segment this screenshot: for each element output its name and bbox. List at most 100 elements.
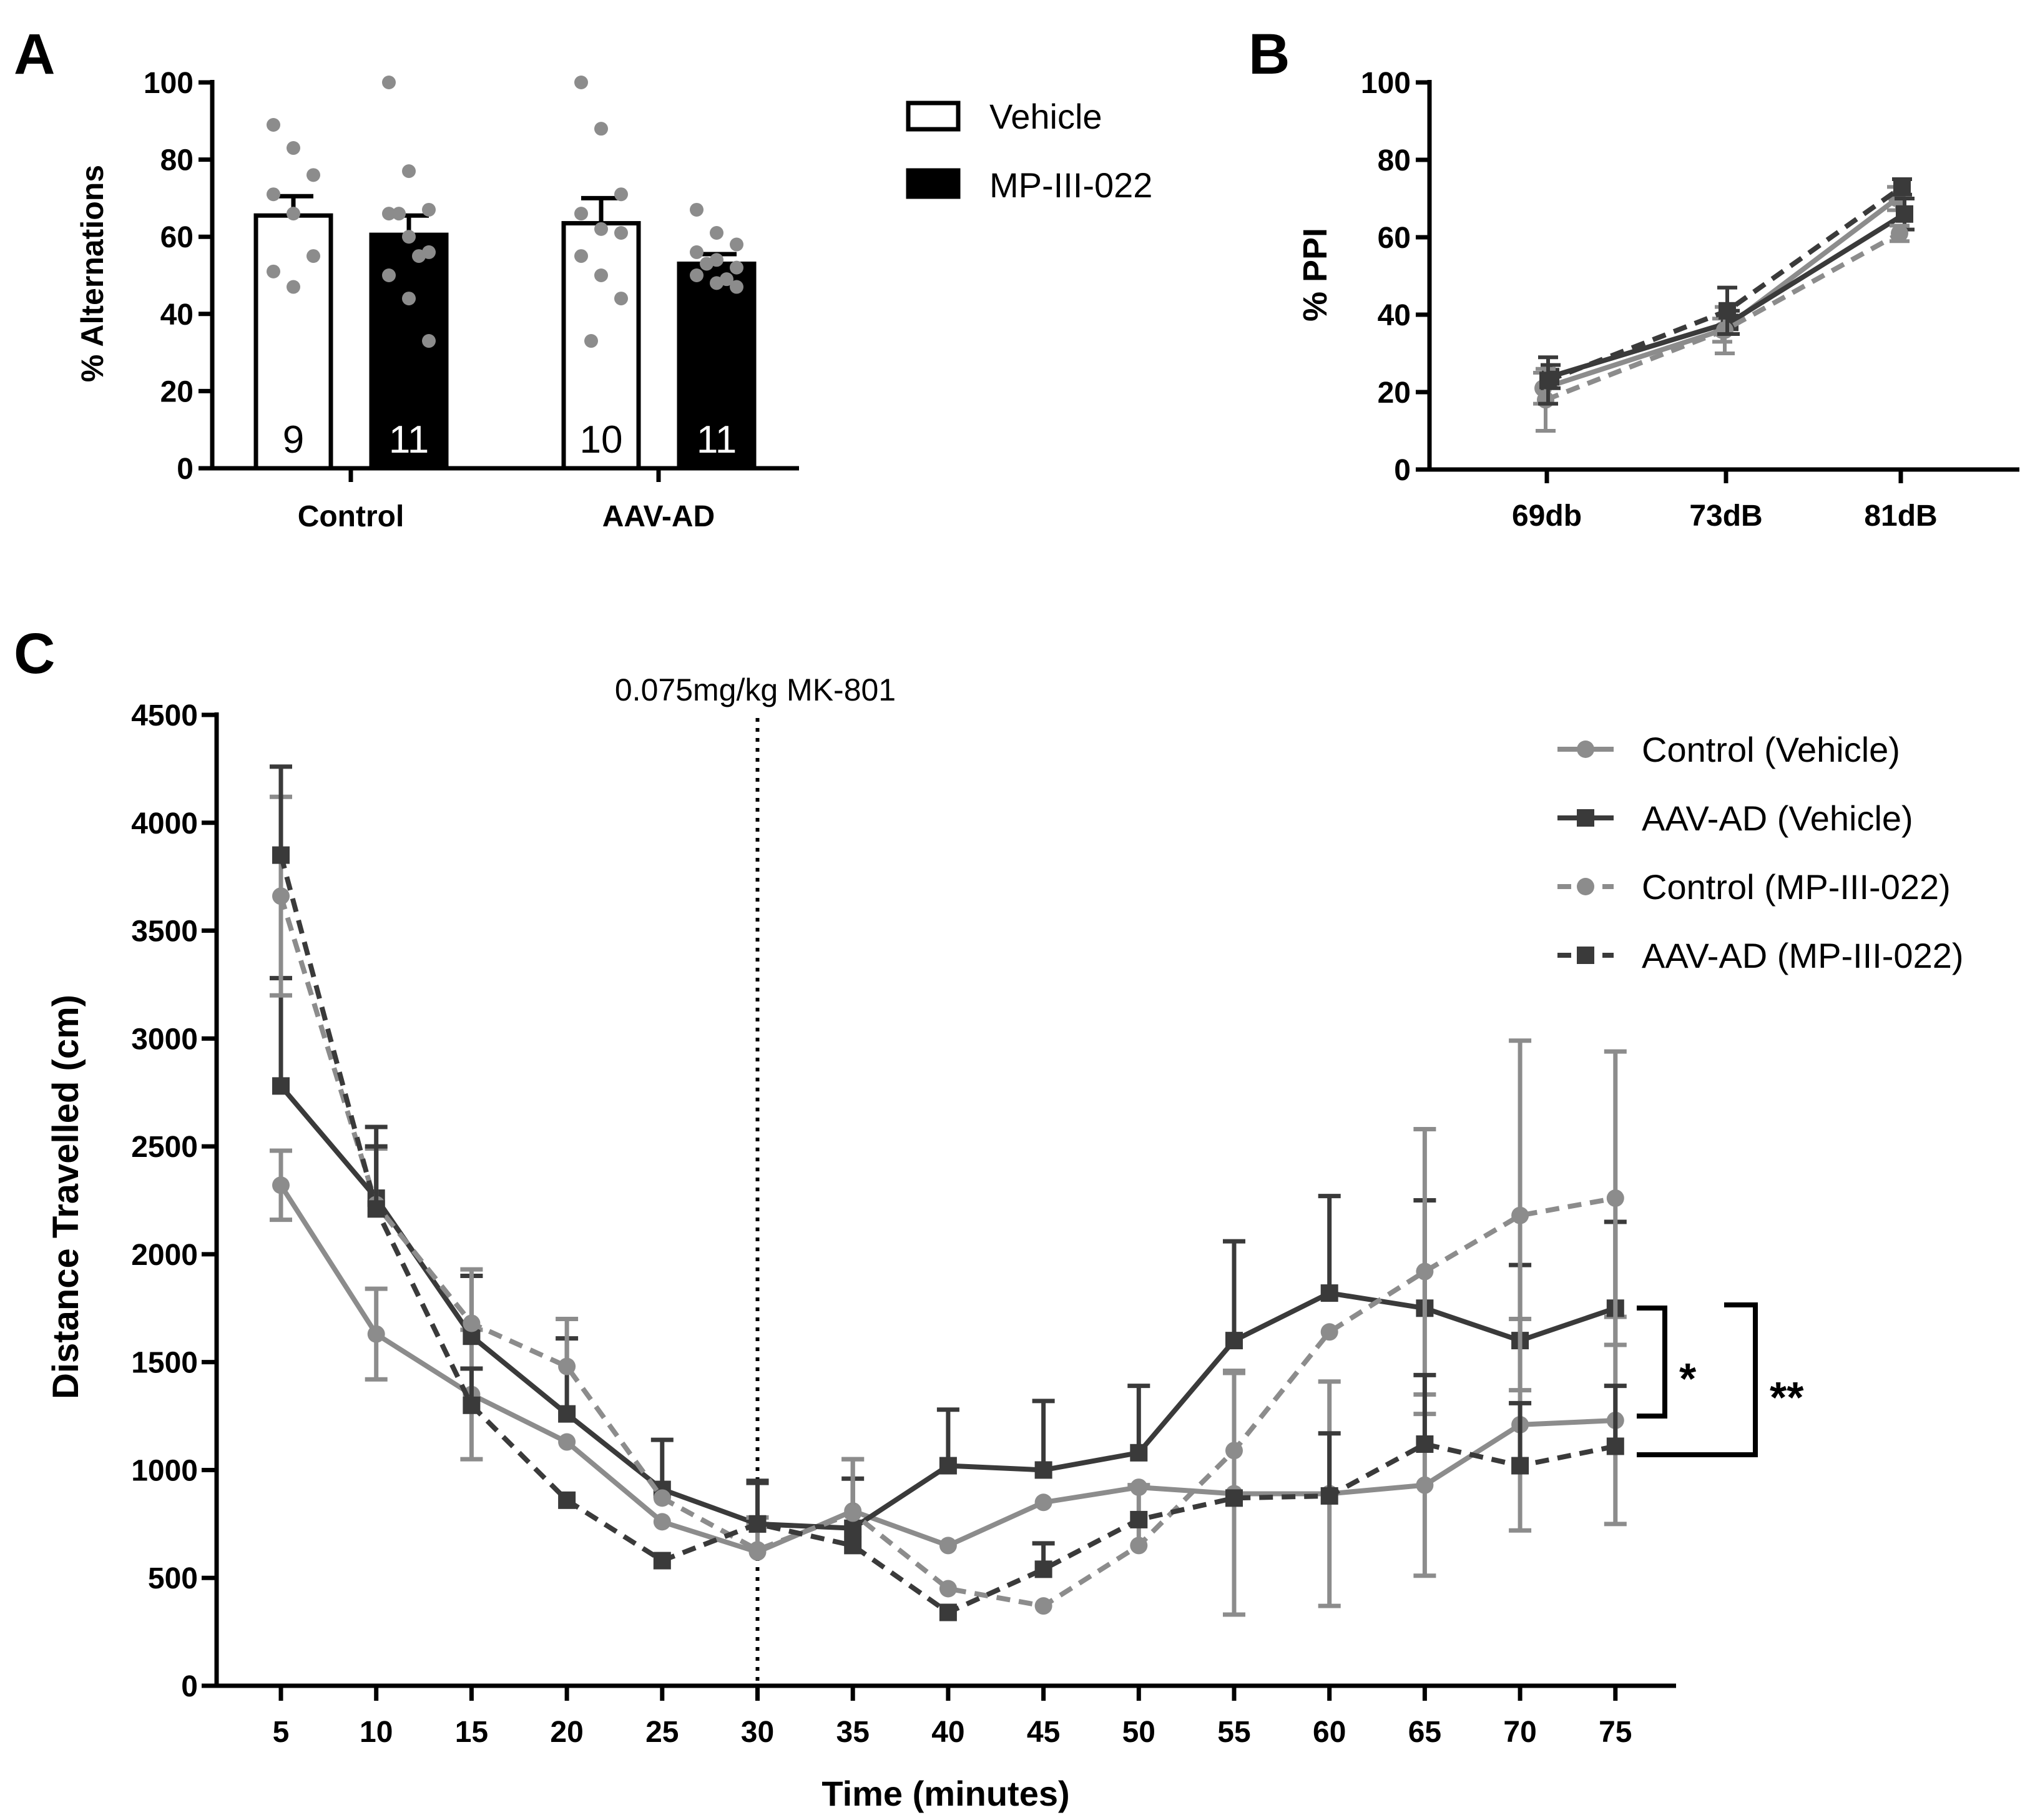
- panel-a-data-point: [730, 280, 743, 294]
- panel-c-marker: [558, 1491, 576, 1509]
- legend-swatch-vehicle: [906, 101, 961, 132]
- panel-a-data-point: [402, 164, 416, 179]
- panel-c-marker: [1416, 1435, 1434, 1453]
- panel-c-x-tick-label: 45: [1027, 1716, 1060, 1749]
- panel-c-x-tick-label: 25: [645, 1716, 679, 1749]
- panel-c-marker: [939, 1580, 957, 1598]
- panel-c-marker: [463, 1314, 481, 1332]
- panel-a-data-point: [422, 202, 436, 217]
- panel-a-data-point: [402, 230, 416, 244]
- panel-c-series-line: [278, 854, 1616, 1615]
- panel-a-y-axis-label: % Alternations: [75, 165, 110, 382]
- panel-b-marker: [1891, 224, 1908, 242]
- panel-c-y-tick-label: 4500: [131, 699, 198, 732]
- panel-a-data-point: [690, 245, 704, 259]
- panel-c-x-tick-label: 50: [1122, 1716, 1155, 1749]
- panel-c-series-line: [278, 895, 1616, 1609]
- panel-c-y-tick-label: 4000: [131, 807, 198, 840]
- panel-b-marker: [1716, 321, 1733, 339]
- legend-label-vehicle: Vehicle: [989, 97, 1102, 136]
- panel-c-x-tick-label: 30: [741, 1716, 774, 1749]
- panel-c-marker: [1511, 1457, 1529, 1475]
- panel-c-y-axis-label: Distance Travelled (cm): [46, 995, 86, 1399]
- panel-c-y-tick-label: 1000: [131, 1454, 198, 1487]
- legend-marker: [1577, 809, 1594, 827]
- panel-b-y-axis-label: % PPI: [1297, 228, 1334, 322]
- panel-c-marker: [1034, 1597, 1052, 1615]
- panel-a-data-point: [690, 202, 704, 217]
- panel-label-b: B: [1248, 22, 1290, 86]
- panel-label-a: A: [14, 22, 55, 86]
- panel-c-legend: Control (Vehicle) AAV-AD (Vehicle) Control…: [1557, 730, 1964, 975]
- panel-c-marker: [844, 1537, 862, 1555]
- panel-label-c: C: [14, 622, 55, 686]
- panel-c-marker: [367, 1200, 385, 1218]
- panel-a-data-point: [382, 207, 396, 221]
- panel-c-marker: [1416, 1476, 1434, 1494]
- panel-c-y-tick-label: 1500: [131, 1347, 198, 1380]
- panel-c-marker: [939, 1457, 957, 1475]
- panel-c-marker: [367, 1325, 385, 1343]
- panel-a-data-point: [287, 207, 300, 221]
- panel-a-data-point: [574, 207, 588, 221]
- panel-a-data-point: [306, 249, 320, 263]
- panel-c-marker: [939, 1537, 957, 1555]
- panel-c-marker: [1606, 1437, 1624, 1455]
- panel-c-marker: [1320, 1323, 1338, 1341]
- panel-c-chart: Distance Travelled (cm) Time (minutes) 0…: [46, 672, 1964, 1813]
- panel-c-y-tick-label: 2000: [131, 1239, 198, 1272]
- panel-c-y-tick-label: 3500: [131, 915, 198, 948]
- panel-c-marker: [463, 1396, 481, 1414]
- panel-c-marker: [1416, 1262, 1434, 1281]
- panel-b-marker: [1893, 178, 1911, 196]
- panel-b-x-tick-label: 69db: [1512, 499, 1582, 533]
- panel-c-marker: [1225, 1332, 1243, 1350]
- panel-a-bar-vehicle: [561, 221, 641, 471]
- legend-label: Control (Vehicle): [1642, 730, 1900, 769]
- panel-c-marker: [1130, 1510, 1148, 1528]
- panel-b-marker: [1537, 391, 1554, 409]
- panel-c-marker: [748, 1515, 767, 1533]
- significance-star-double: **: [1770, 1373, 1804, 1422]
- mk801-annotation: 0.075mg/kg MK-801: [615, 672, 896, 707]
- panel-c-x-tick-label: 15: [455, 1716, 488, 1749]
- panel-a-data-point: [614, 187, 628, 202]
- panel-a-data-point: [594, 122, 608, 136]
- panel-c-y-tick-label: 0: [181, 1670, 198, 1703]
- panel-a-x-tick-control: Control: [298, 500, 405, 533]
- panel-a-data-point: [287, 141, 300, 155]
- panel-a-data-point: [710, 226, 723, 240]
- panel-c-marker: [1034, 1560, 1052, 1578]
- panel-a-n-label: 11: [389, 418, 429, 461]
- panel-a-bar-mp-iii-022: [369, 232, 449, 471]
- panel-a-data-point: [287, 280, 300, 294]
- panel-c-marker: [1511, 1206, 1529, 1224]
- panel-c-marker: [844, 1519, 862, 1537]
- panel-c-x-tick-label: 60: [1313, 1716, 1346, 1749]
- panel-c-marker: [1606, 1189, 1624, 1208]
- panel-c-marker: [272, 887, 290, 905]
- panel-a-data-point: [594, 222, 608, 236]
- panel-c-marker: [653, 1552, 671, 1570]
- panel-c-x-tick-label: 70: [1503, 1716, 1536, 1749]
- legend-label: AAV-AD (MP-III-022): [1642, 936, 1964, 975]
- panel-c-x-tick-label: 55: [1217, 1716, 1250, 1749]
- panel-c-marker: [748, 1541, 767, 1559]
- panel-c-marker: [653, 1513, 671, 1531]
- panel-a-data-point: [614, 226, 628, 240]
- panel-a-data-point: [306, 168, 320, 182]
- panel-c-marker: [1320, 1284, 1338, 1302]
- legend-swatch-mp-iii-022: [906, 168, 961, 199]
- panel-c-marker: [272, 1176, 290, 1194]
- panel-a-data-point: [412, 249, 426, 263]
- panel-b-y-tick-label: 60: [1378, 222, 1411, 255]
- panel-a-data-point: [690, 268, 704, 282]
- panel-c-marker: [939, 1603, 957, 1621]
- panel-c-x-tick-label: 40: [931, 1716, 964, 1749]
- significance-star-single: *: [1679, 1354, 1697, 1403]
- significance-brackets: * **: [1637, 1302, 1804, 1457]
- panel-a-data-point: [594, 268, 608, 282]
- panel-a-data-point: [614, 292, 628, 306]
- panel-c-marker: [272, 1077, 290, 1095]
- panel-c-marker: [1034, 1461, 1052, 1479]
